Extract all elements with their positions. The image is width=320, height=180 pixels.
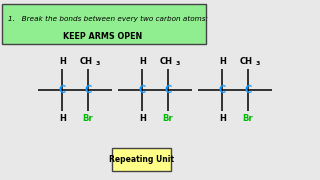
Text: C: C (164, 85, 172, 95)
Text: C: C (84, 85, 92, 95)
Text: H: H (139, 57, 146, 66)
Text: H: H (59, 114, 66, 123)
Text: C: C (139, 85, 146, 95)
FancyBboxPatch shape (2, 4, 206, 44)
Text: Repeating Unit: Repeating Unit (109, 155, 174, 164)
Text: C: C (59, 85, 66, 95)
Text: H: H (219, 114, 226, 123)
Text: H: H (219, 57, 226, 66)
Text: 3: 3 (256, 61, 260, 66)
Text: H: H (139, 114, 146, 123)
Text: 3: 3 (96, 61, 100, 66)
Text: CH: CH (240, 57, 253, 66)
Text: KEEP ARMS OPEN: KEEP ARMS OPEN (63, 32, 142, 41)
Text: CH: CH (160, 57, 173, 66)
Text: C: C (219, 85, 226, 95)
Text: Br: Br (243, 114, 253, 123)
FancyBboxPatch shape (112, 148, 171, 171)
Text: H: H (59, 57, 66, 66)
Text: Br: Br (83, 114, 93, 123)
Text: 1.   Break the bonds between every two carbon atoms:: 1. Break the bonds between every two car… (8, 16, 208, 22)
Text: Br: Br (163, 114, 173, 123)
Text: 3: 3 (176, 61, 180, 66)
Text: CH: CH (80, 57, 93, 66)
Text: C: C (244, 85, 252, 95)
